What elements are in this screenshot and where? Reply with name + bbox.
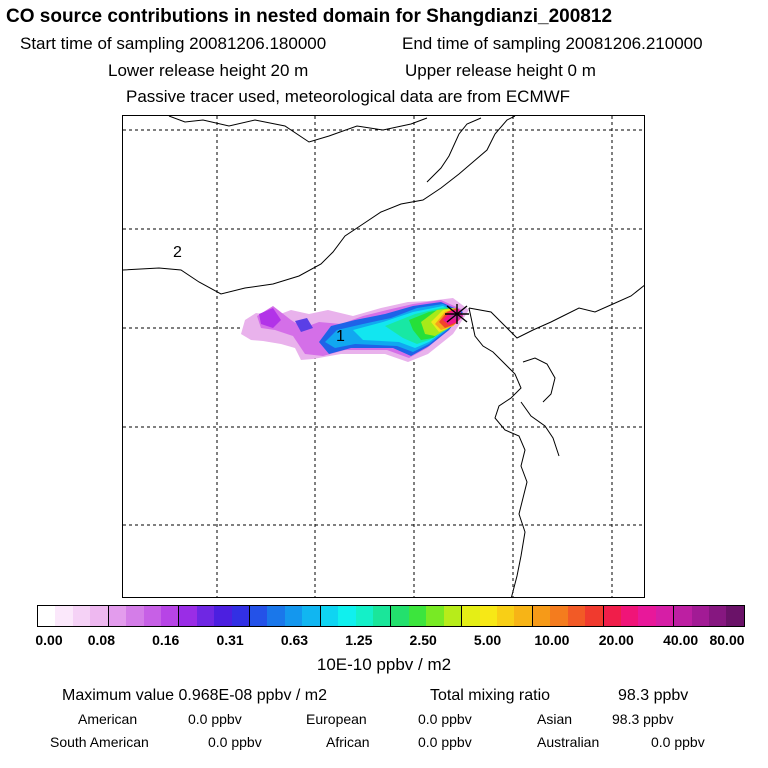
color-scale-cell xyxy=(108,606,127,626)
region-label-1: 1 xyxy=(336,328,345,345)
color-scale-unit: 10E-10 ppbv / m2 xyxy=(316,655,452,674)
color-scale-cell xyxy=(391,606,409,626)
color-scale-cell xyxy=(338,606,356,626)
lower-release-label: Lower release height 20 m xyxy=(108,61,309,80)
color-scale-tick-label: 0.63 xyxy=(280,632,309,648)
color-scale-tick-label: 0.00 xyxy=(35,632,63,648)
color-scale-cell xyxy=(426,606,444,626)
color-scale-cell xyxy=(550,606,568,626)
color-scale-cell xyxy=(196,606,215,626)
color-scale-tick-label: 5.00 xyxy=(473,632,502,648)
color-scale-cell xyxy=(408,606,427,626)
concentration-plume xyxy=(241,298,469,362)
color-scale-tick-label: 10.00 xyxy=(534,632,570,648)
color-scale-cell xyxy=(655,606,675,626)
color-scale-cell xyxy=(231,606,251,626)
map-canvas: 2 1 xyxy=(123,116,644,597)
color-scale-cell xyxy=(620,606,639,626)
color-scale-cell xyxy=(284,606,303,626)
region-label-2: 2 xyxy=(173,244,182,261)
region-value-european: 0.0 ppbv xyxy=(418,711,472,727)
plot-title: CO source contributions in nested domain… xyxy=(6,6,613,27)
color-scale-tick-label: 2.50 xyxy=(409,632,437,648)
color-scale-cell xyxy=(726,606,744,626)
color-scale-cell xyxy=(709,606,727,626)
color-scale-cell xyxy=(462,606,480,626)
color-scale-cell xyxy=(302,606,321,626)
color-scale-tick-label: 0.31 xyxy=(216,632,244,648)
color-scale-cell xyxy=(532,606,551,626)
color-scale-cell xyxy=(567,606,586,626)
color-scale-cell xyxy=(496,606,515,626)
region-name-american: American xyxy=(78,711,138,727)
color-scale-tick-label: 0.08 xyxy=(87,632,115,648)
region-value-american: 0.0 ppbv xyxy=(188,711,242,727)
region-name-european: European xyxy=(306,711,367,727)
color-scale-cell xyxy=(179,606,197,626)
color-scale-cell xyxy=(585,606,604,626)
color-scale-cell xyxy=(72,606,91,626)
color-scale-cell xyxy=(320,606,339,626)
color-scale-cell xyxy=(90,606,109,626)
region-value-african: 0.0 ppbv xyxy=(418,734,472,750)
color-scale-cell xyxy=(603,606,621,626)
color-scale-cell xyxy=(267,606,285,626)
color-scale-tick-label: 0.16 xyxy=(152,632,180,648)
region-value-south-american: 0.0 ppbv xyxy=(208,734,262,750)
color-scale-cell xyxy=(479,606,497,626)
total-mixing-value: 98.3 ppbv xyxy=(618,687,689,704)
color-scale-cell xyxy=(38,606,56,626)
color-scale-cell xyxy=(674,606,692,626)
max-value-label: Maximum value 0.968E-08 ppbv / m2 xyxy=(62,687,328,704)
color-scale-tick-label: 1.25 xyxy=(345,632,373,648)
color-scale-tick-label: 40.00 xyxy=(663,632,699,648)
color-scale-cell xyxy=(373,606,392,626)
region-name-asian: Asian xyxy=(537,711,573,727)
color-scale-cell xyxy=(126,606,144,626)
plume-layer-4 xyxy=(295,318,313,332)
color-scale-bar xyxy=(37,605,745,627)
color-scale-cell xyxy=(514,606,533,626)
region-name-south-american: South American xyxy=(50,734,149,750)
color-scale-cell xyxy=(355,606,374,626)
map-panel: 2 1 xyxy=(122,115,645,598)
color-scale-cell xyxy=(55,606,73,626)
color-scale-cell xyxy=(638,606,656,626)
region-value-australian: 0.0 ppbv xyxy=(651,734,705,750)
color-scale-tick-label: 20.00 xyxy=(598,632,634,648)
region-name-african: African xyxy=(326,734,370,750)
color-scale-cell xyxy=(691,606,710,626)
region-name-australian: Australian xyxy=(537,734,600,750)
plume-layer-3 xyxy=(259,308,281,328)
total-mixing-label: Total mixing ratio xyxy=(430,687,551,704)
region-value-asian: 98.3 ppbv xyxy=(612,711,674,727)
receptor-marker xyxy=(445,304,469,324)
color-scale-cell xyxy=(214,606,232,626)
map-grid xyxy=(123,116,644,597)
upper-release-label: Upper release height 0 m xyxy=(405,61,596,80)
color-scale-cell xyxy=(143,606,161,626)
tracer-note: Passive tracer used, meteorological data… xyxy=(126,87,571,106)
color-scale-cell xyxy=(160,606,180,626)
start-time-label: Start time of sampling 20081206.180000 xyxy=(20,34,327,53)
color-scale-tick-label: 80.00 xyxy=(709,632,745,648)
end-time-label: End time of sampling 20081206.210000 xyxy=(402,34,703,53)
coastlines xyxy=(123,116,644,597)
color-scale-cell xyxy=(443,606,463,626)
color-scale-cell xyxy=(250,606,268,626)
